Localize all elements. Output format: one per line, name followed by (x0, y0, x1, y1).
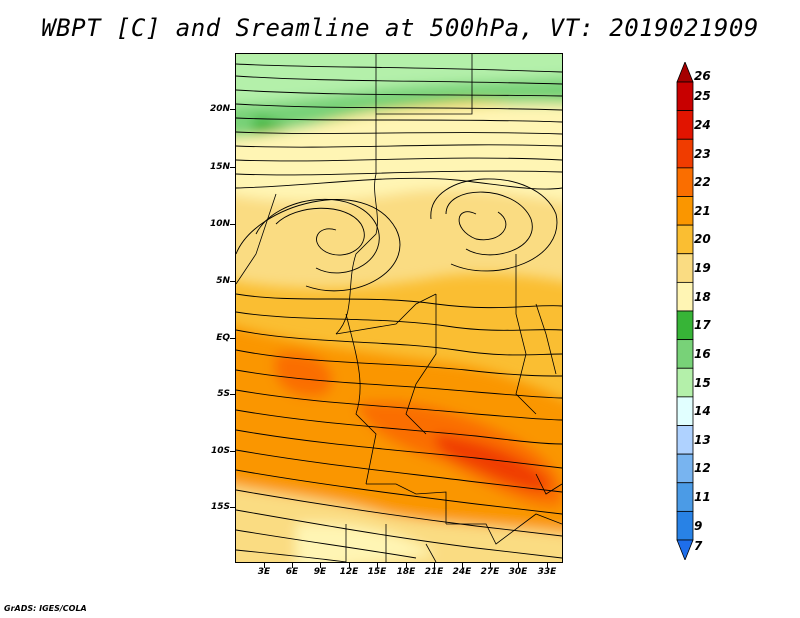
colorbar-segment (676, 110, 694, 140)
lon-tick (349, 563, 350, 568)
colorbar-segment (676, 453, 694, 484)
lat-tick (230, 167, 235, 168)
lon-label-9e: 9E (313, 567, 327, 577)
lat-tick (230, 394, 235, 395)
map-panel (235, 53, 563, 563)
lat-tick (230, 338, 235, 339)
lon-tick (292, 563, 293, 568)
colorbar-label: 19 (694, 261, 711, 276)
colorbar-label: 16 (694, 346, 711, 361)
field-region-18b (296, 523, 436, 562)
lon-label-27e: 27E (480, 567, 500, 577)
colorbar-label: 21 (694, 203, 711, 218)
lon-label-12e: 12E (339, 567, 359, 577)
lat-label-10s: 10S (210, 446, 230, 456)
field-region-18 (236, 103, 562, 202)
colorbar-segment (676, 81, 694, 112)
lon-label-30e: 30E (508, 567, 528, 577)
lon-label-6e: 6E (285, 567, 299, 577)
lat-label-15s: 15S (210, 502, 230, 512)
colorbar-cap-top (676, 62, 694, 83)
colorbar-label: 11 (694, 490, 711, 505)
lat-tick (230, 507, 235, 508)
colorbar-label: 25 (694, 89, 711, 104)
colorbar-label: 17 (694, 318, 711, 333)
colorbar-segment (676, 138, 694, 169)
lon-label-24e: 24E (452, 567, 472, 577)
colorbar-label: 22 (694, 175, 711, 190)
field-region-23 (435, 434, 551, 491)
field-region-19 (236, 189, 562, 289)
colorbar-segment (676, 224, 694, 255)
lat-label-15n: 15N (209, 162, 230, 172)
colorbar-segment (676, 167, 694, 197)
lat-label-20n: 20N (209, 104, 230, 114)
colorbar-label: 26 (694, 69, 711, 83)
lon-tick (490, 563, 491, 568)
colorbar-segment (676, 253, 694, 283)
colorbar-segment (676, 281, 694, 312)
lon-tick (518, 563, 519, 568)
lat-label-5n: 5N (216, 276, 230, 286)
lon-tick (264, 563, 265, 568)
colorbar-segment (676, 396, 694, 426)
streamlines (236, 63, 562, 562)
colorbar-segment (676, 367, 694, 398)
lat-tick (230, 451, 235, 452)
lon-tick (406, 563, 407, 568)
lon-tick (377, 563, 378, 568)
lat-tick (230, 224, 235, 225)
lat-tick (230, 109, 235, 110)
country-borders (236, 54, 562, 562)
chart-title: WBPT [C] and Sreamline at 500hPa, VT: 20… (41, 14, 759, 42)
lon-tick (434, 563, 435, 568)
colorbar-label: 9 (694, 518, 703, 533)
colorbar-segment (676, 339, 694, 369)
colorbar-label: 15 (694, 375, 711, 390)
colorbar-label: 23 (694, 146, 711, 161)
lon-tick (547, 563, 548, 568)
lon-label-33e: 33E (537, 567, 557, 577)
colorbar (676, 62, 694, 560)
field-region-22 (274, 352, 333, 397)
colorbar-label: 20 (694, 232, 711, 247)
colorbar-segment (676, 482, 694, 512)
colorbar-label: 13 (694, 432, 711, 447)
colorbar-segment (676, 196, 694, 226)
colorbar-label: 24 (694, 117, 711, 132)
lon-label-3e: 3E (257, 567, 271, 577)
colorbar-label: 12 (694, 461, 711, 476)
lon-label-18e: 18E (396, 567, 416, 577)
map-canvas (236, 54, 562, 562)
colorbar-cap-bottom (676, 539, 694, 560)
lon-label-21e: 21E (424, 567, 444, 577)
lat-label-10n: 10N (209, 219, 230, 229)
colorbar-label: 14 (694, 404, 711, 419)
colorbar-segment (676, 425, 694, 455)
lat-label-5s: 5S (217, 389, 230, 399)
colorbar-segment (676, 510, 694, 541)
lat-label-eq: EQ (216, 333, 230, 343)
lat-tick (230, 281, 235, 282)
colorbar-segment (676, 310, 694, 341)
colorbar-label: 18 (694, 289, 711, 304)
lon-label-15e: 15E (367, 567, 387, 577)
lon-tick (462, 563, 463, 568)
credit-text: GrADS: IGES/COLA (4, 604, 87, 613)
colorbar-label: 7 (694, 539, 703, 553)
lon-tick (320, 563, 321, 568)
